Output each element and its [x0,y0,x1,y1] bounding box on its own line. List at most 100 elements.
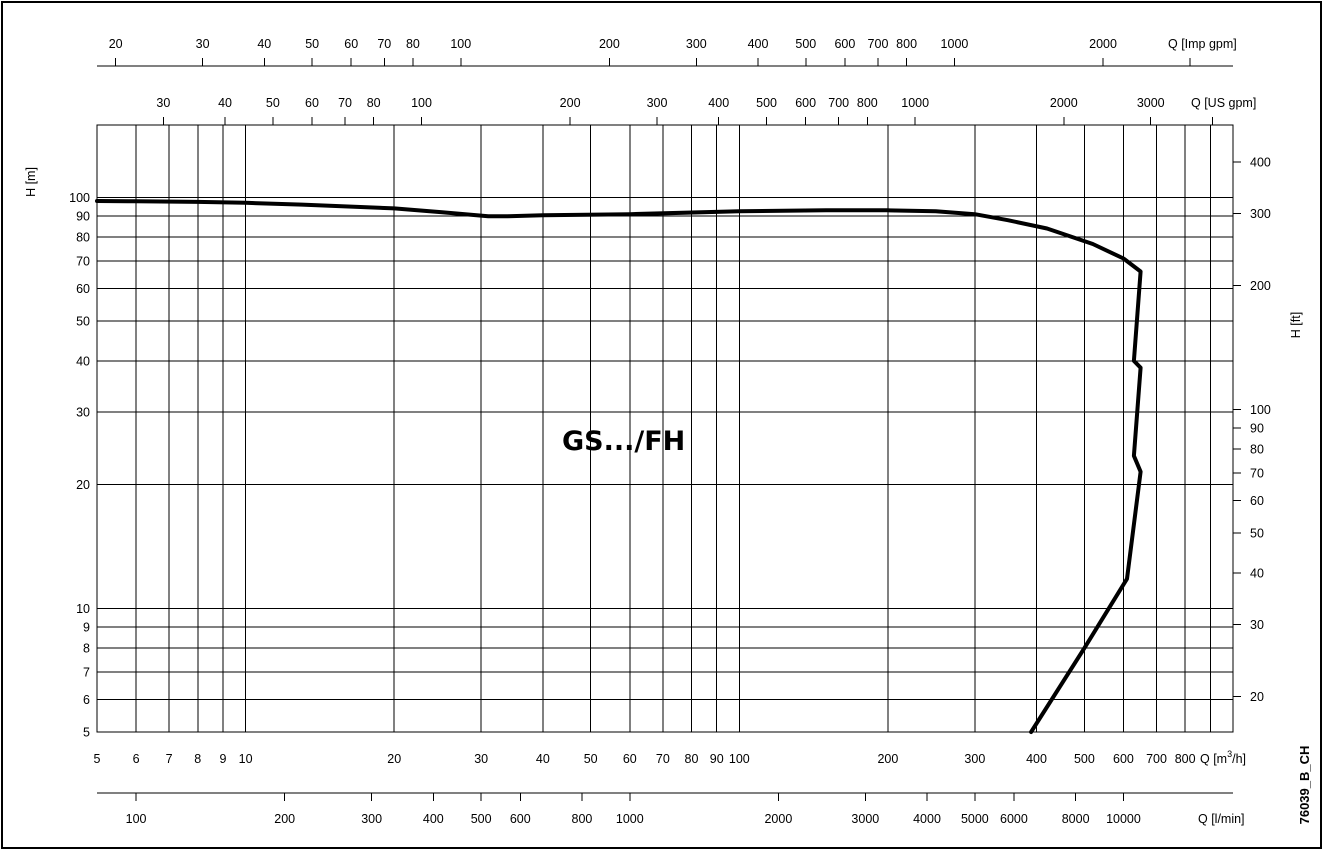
y-tick-label: 60 [76,282,90,296]
x-tick-label: 7 [166,752,173,766]
y-tick-label: 5 [83,726,90,740]
figure-code: 76039_B_CH [1297,746,1312,825]
top-us-tick-label: 70 [338,96,352,110]
top-imp-tick-label: 200 [599,37,620,51]
bottom-lmin-tick-label: 2000 [764,812,792,826]
series-line-gs-fh [95,199,1143,734]
top-us-tick-label: 50 [266,96,280,110]
x-tick-label: 10 [239,752,253,766]
y-tick-label: 50 [76,315,90,329]
top-us-tick-label: 80 [367,96,381,110]
top-us-tick-label: 60 [305,96,319,110]
top-imp-tick-label: 800 [896,37,917,51]
top-us-tick-label: 40 [218,96,232,110]
x-tick-label: 30 [474,752,488,766]
x-tick-label: 70 [656,752,670,766]
x-tick-label: 100 [729,752,750,766]
right-y-tick-label: 300 [1250,207,1271,221]
x-tick-label: 60 [623,752,637,766]
top-imp-tick-label: 600 [834,37,855,51]
bottom-lmin-tick-label: 800 [572,812,593,826]
bottom-lmin-tick-label: 400 [423,812,444,826]
bottom-lmin-tick-label: 600 [510,812,531,826]
y-axis-label: H [m] [24,167,38,197]
y-tick-label: 100 [69,191,90,205]
top-imp-tick-label: 400 [748,37,769,51]
top-imp-tick-label: 20 [109,37,123,51]
x-tick-label: 9 [220,752,227,766]
top-us-tick-label: 600 [795,96,816,110]
bottom-lmin-tick-label: 200 [274,812,295,826]
x-tick-label: 80 [685,752,699,766]
bottom-lmin-tick-label: 5000 [961,812,989,826]
top-imp-tick-label: 50 [305,37,319,51]
top-imp-tick-label: 30 [196,37,210,51]
x-tick-label: 400 [1026,752,1047,766]
y-tick-label: 20 [76,478,90,492]
top-imp-tick-label: 60 [344,37,358,51]
top-us-tick-label: 2000 [1050,96,1078,110]
top-imp-tick-label: 1000 [941,37,969,51]
x-axis-label-suffix: /h] [1232,752,1246,766]
x-tick-label: 600 [1113,752,1134,766]
x-tick-label: 40 [536,752,550,766]
x-tick-label: 300 [964,752,985,766]
x-tick-label: 500 [1074,752,1095,766]
right-y-tick-label: 400 [1250,155,1271,169]
bottom-lmin-tick-label: 500 [471,812,492,826]
bottom-lmin-tick-label: 100 [126,812,147,826]
series [95,199,1143,734]
x-tick-label: 5 [94,752,101,766]
top-imp-tick-label: 100 [450,37,471,51]
x-tick-label: 20 [387,752,401,766]
x-tick-label: 800 [1175,752,1196,766]
top-us-tick-label: 3000 [1137,96,1165,110]
x-axis-label: Q [m3/h] [1200,749,1246,766]
y-tick-label: 8 [83,642,90,656]
y-tick-label: 90 [76,210,90,224]
top-imp-axis-label: Q [Imp gpm] [1168,37,1237,51]
bottom-lmin-tick-label: 3000 [851,812,879,826]
top-us-tick-label: 500 [756,96,777,110]
bottom-lmin-tick-label: 1000 [616,812,644,826]
y-tick-label: 70 [76,255,90,269]
top-us-tick-label: 200 [560,96,581,110]
y-tick-label: 7 [83,665,90,679]
top-imp-tick-label: 40 [257,37,271,51]
top-us-tick-label: 400 [708,96,729,110]
right-y-tick-label: 90 [1250,422,1264,436]
y-tick-label: 9 [83,621,90,635]
right-y-tick-label: 200 [1250,279,1271,293]
top-us-axis-label: Q [US gpm] [1191,96,1256,110]
top-imp-tick-label: 300 [686,37,707,51]
top-imp-tick-label: 80 [406,37,420,51]
top-us-tick-label: 1000 [901,96,929,110]
x-tick-label: 90 [710,752,724,766]
tick-labels: 5 6 7 8 9 10 20 30 40 50 60 70 80 90 100 200 300 400 500 60… [69,37,1271,826]
right-y-tick-label: 60 [1250,494,1264,508]
x-tick-label: 6 [133,752,140,766]
x-tick-label: 200 [877,752,898,766]
series-label: GS.../FH [562,426,685,457]
right-y-tick-label: 70 [1250,467,1264,481]
top-us-tick-label: 100 [411,96,432,110]
top-us-tick-label: 700 [828,96,849,110]
bottom-lmin-tick-label: 4000 [913,812,941,826]
right-y-tick-label: 40 [1250,566,1264,580]
top-imp-tick-label: 2000 [1089,37,1117,51]
x-tick-label: 50 [584,752,598,766]
top-imp-tick-label: 70 [377,37,391,51]
x-axis-label-prefix: Q [m [1200,752,1227,766]
bottom-lmin-tick-label: 8000 [1062,812,1090,826]
top-us-tick-label: 800 [857,96,878,110]
y-tick-label: 80 [76,231,90,245]
bottom-lmin-axis-label: Q [l/min] [1198,812,1245,826]
top-imp-tick-label: 500 [795,37,816,51]
right-y-tick-label: 100 [1250,403,1271,417]
bottom-lmin-tick-label: 10000 [1106,812,1141,826]
axes [96,58,1241,801]
right-y-tick-label: 20 [1250,690,1264,704]
